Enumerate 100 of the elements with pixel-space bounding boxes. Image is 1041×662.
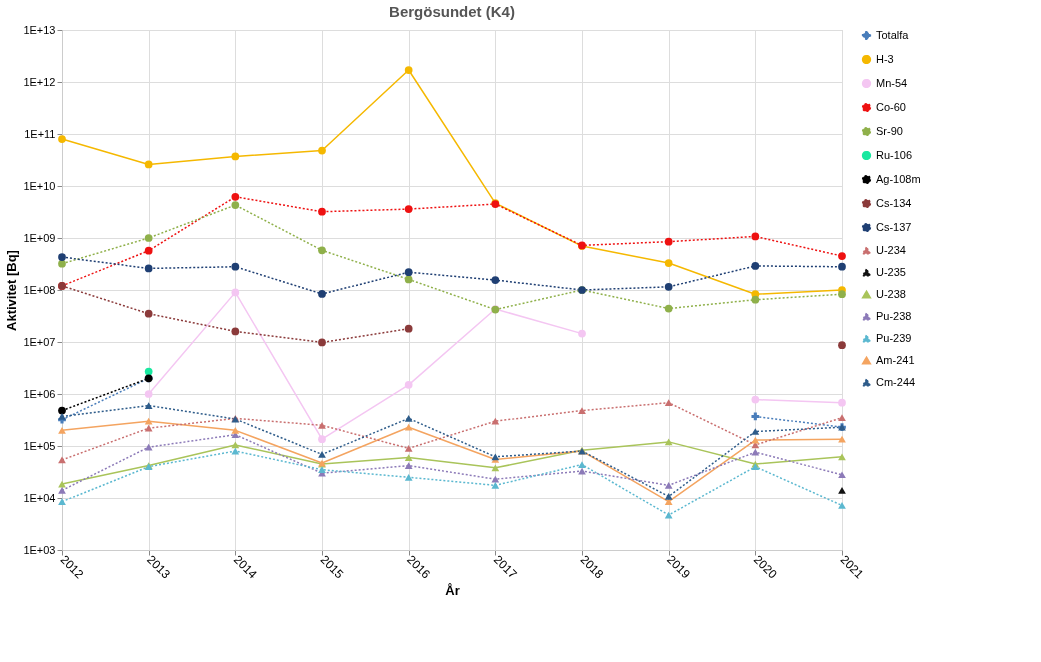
point [751, 448, 760, 456]
legend-label: Cm-244 [876, 375, 916, 388]
point [491, 417, 500, 425]
point [404, 445, 413, 452]
point [664, 237, 673, 246]
legend-label: Totalfa [876, 28, 910, 41]
point [231, 327, 240, 336]
point [404, 473, 413, 481]
point [404, 205, 413, 213]
point [664, 438, 673, 446]
point [144, 424, 153, 432]
point [491, 482, 500, 489]
point [491, 464, 500, 472]
point [318, 146, 326, 155]
point [144, 160, 153, 169]
point [664, 482, 673, 489]
point [578, 407, 586, 414]
point [144, 390, 153, 398]
point [58, 406, 66, 415]
point [664, 304, 673, 313]
legend-label: Ag-108m [876, 172, 921, 185]
point [404, 462, 413, 469]
point [58, 426, 66, 434]
legend-label: Ru-106 [876, 148, 913, 161]
point [578, 329, 586, 338]
y-tick-label: 1E+07 [23, 335, 56, 348]
legend-label: Cs-134 [876, 196, 912, 209]
point [664, 498, 673, 506]
point [404, 454, 413, 461]
point [751, 412, 760, 421]
point [58, 487, 66, 494]
point [58, 413, 66, 420]
y-tick-label: 1E+05 [23, 439, 56, 452]
y-tick-label: 1E+09 [23, 231, 56, 244]
point [231, 192, 240, 201]
point [838, 290, 846, 299]
legend-label: Co-60 [876, 100, 906, 113]
point [144, 246, 153, 255]
point [404, 66, 413, 74]
point [144, 443, 153, 451]
point [838, 435, 846, 443]
point [318, 246, 326, 255]
point [404, 268, 413, 277]
point [231, 288, 240, 297]
legend-label: Am-241 [876, 353, 915, 366]
point [838, 398, 846, 407]
point [404, 415, 413, 422]
point [144, 417, 153, 425]
point [491, 276, 500, 284]
point [318, 421, 326, 429]
legend-label: U-238 [876, 287, 906, 300]
point [231, 201, 240, 209]
point [144, 234, 153, 242]
point [664, 399, 673, 407]
point [318, 451, 326, 458]
legend-label: U-235 [876, 265, 906, 278]
point [231, 152, 240, 161]
legend-label: U-234 [876, 243, 906, 256]
x-axis-title: År [445, 582, 460, 598]
point [664, 259, 673, 267]
point [664, 493, 673, 500]
y-tick-label: 1E+11 [24, 127, 56, 140]
point [491, 475, 500, 483]
legend-label: Cs-137 [876, 220, 912, 233]
point [751, 232, 760, 241]
point [404, 324, 413, 333]
point [404, 423, 413, 431]
point [58, 259, 66, 268]
point [58, 253, 66, 261]
y-tick-label: 1E+03 [23, 543, 56, 556]
point [838, 502, 846, 509]
point [838, 414, 846, 422]
point [838, 252, 846, 260]
y-tick-label: 1E+13 [23, 23, 56, 36]
point [751, 428, 760, 435]
y-tick-label: 1E+06 [23, 387, 56, 400]
y-axis-title: Aktivitet [Bq] [4, 250, 20, 331]
point [144, 264, 153, 273]
point [838, 453, 846, 461]
point [58, 498, 66, 506]
point [144, 402, 153, 409]
legend-label: Pu-238 [876, 309, 912, 322]
point [318, 338, 326, 347]
chart-title: Bergösundet (K4) [389, 3, 515, 20]
point [404, 380, 413, 389]
y-tick-label: 1E+12 [23, 75, 56, 88]
legend-label: Sr-90 [876, 124, 903, 137]
y-tick-label: 1E+10 [23, 179, 56, 192]
point [318, 207, 326, 216]
point [664, 282, 673, 291]
point [144, 309, 153, 318]
legend-label: Pu-239 [876, 331, 912, 344]
y-tick-label: 1E+04 [23, 491, 56, 504]
point [838, 341, 846, 350]
point [404, 275, 413, 284]
point [318, 290, 326, 298]
point [58, 135, 66, 143]
point [58, 456, 66, 464]
point [751, 262, 760, 270]
legend-label: Mn-54 [876, 76, 908, 89]
